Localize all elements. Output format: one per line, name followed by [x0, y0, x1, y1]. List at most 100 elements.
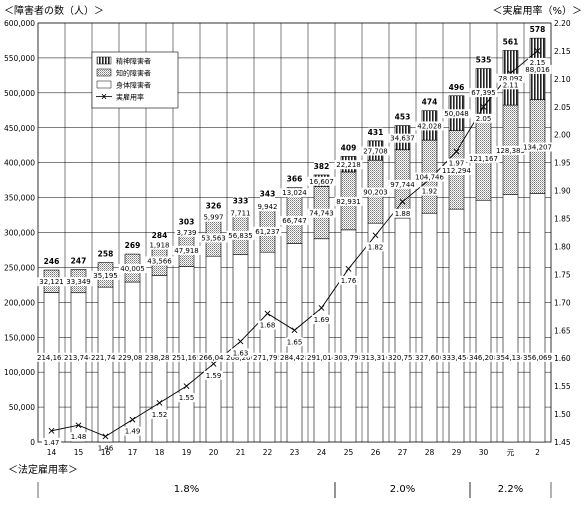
- chiteki-label-bg: [521, 142, 554, 152]
- rate-label: 1.76: [341, 277, 357, 285]
- total-label-bg: [341, 143, 356, 153]
- total-label: 561: [503, 38, 519, 47]
- total-label-bg: [98, 249, 113, 259]
- rate-marker: [210, 360, 217, 367]
- legend-swatch: [96, 56, 112, 65]
- shintai-label-bg: [440, 352, 473, 362]
- rate-label: 1.59: [206, 372, 222, 380]
- y-left-tick: 150,000: [4, 333, 35, 342]
- rate-label: 1.63: [233, 349, 249, 357]
- rate-label: 1.92: [422, 187, 438, 195]
- seishin-label: 9,942: [257, 203, 277, 211]
- chiteki-label: 47,918: [174, 247, 199, 255]
- shintai-label: 333,454: [442, 354, 471, 362]
- shintai-label: 346,208: [469, 354, 498, 362]
- y-right-tick: 1.65: [554, 326, 571, 335]
- statutory-label: 1.8%: [174, 484, 199, 495]
- rate-label: 1.55: [179, 394, 195, 402]
- rate-label: 1.97: [449, 159, 465, 167]
- chiteki-label-bg: [334, 196, 363, 206]
- chiteki-label: 53,563: [201, 235, 226, 243]
- total-label-bg: [44, 257, 59, 267]
- shintai-label-bg: [278, 352, 311, 362]
- shintai-label: 238,287: [145, 354, 174, 362]
- x-tick: 21: [236, 448, 246, 457]
- seishin-label-bg: [201, 212, 226, 222]
- total-label-bg: [125, 241, 140, 251]
- seishin-label-bg: [334, 160, 363, 170]
- chiteki-label: 56,835: [228, 232, 253, 240]
- total-label-bg: [422, 97, 437, 107]
- y-right-tick: 1.60: [554, 354, 571, 363]
- rate-label-bg: [95, 443, 116, 453]
- shintai-label-bg: [305, 352, 338, 362]
- seishin-label: 88,016: [525, 66, 550, 74]
- rate-label-bg: [122, 426, 143, 436]
- bar-shintai: [448, 208, 465, 443]
- x-tick: 18: [155, 448, 165, 457]
- left-axis-title: ＜障害者の数（人）＞: [4, 4, 104, 17]
- chiteki-label: 35,195: [93, 272, 118, 280]
- x-tick: 26: [371, 448, 381, 457]
- chiteki-label: 104,746: [415, 174, 444, 182]
- total-label-bg: [314, 161, 329, 171]
- seishin-label: 5,997: [203, 214, 223, 222]
- y-right-tick: 1.50: [554, 410, 571, 419]
- total-label: 474: [422, 98, 438, 107]
- chiteki-label-bg: [37, 277, 66, 287]
- shintai-label: 213,744: [64, 354, 93, 362]
- chiteki-label: 134,207: [523, 143, 552, 151]
- total-label: 343: [260, 189, 276, 198]
- seishin-label-bg: [442, 109, 471, 119]
- rate-marker: [183, 383, 190, 390]
- total-label: 326: [206, 202, 222, 211]
- rate-marker: [453, 148, 460, 155]
- rate-marker: [156, 399, 163, 406]
- chiteki-label-bg: [467, 153, 500, 163]
- rate-label-bg: [230, 348, 251, 358]
- shintai-label: 284,428: [280, 354, 309, 362]
- shintai-label: 221,741: [91, 354, 120, 362]
- bar-shintai: [367, 222, 384, 443]
- seishin-label-bg: [255, 201, 280, 211]
- bar-shintai: [43, 292, 60, 443]
- bar-shintai: [502, 194, 519, 443]
- shintai-label-bg: [413, 352, 446, 362]
- legend-swatch: [96, 80, 112, 89]
- x-tick: 27: [398, 448, 408, 457]
- total-label: 382: [314, 162, 330, 171]
- y-right-tick: 1.55: [554, 382, 571, 391]
- total-label-bg: [530, 25, 545, 35]
- rate-marker: [264, 310, 271, 317]
- y-right-tick: 2.05: [554, 103, 571, 112]
- bar-shintai: [259, 251, 276, 443]
- seishin-label-bg: [496, 73, 525, 83]
- shintai-label: 229,081: [118, 354, 147, 362]
- bar-shintai: [394, 217, 411, 443]
- seishin-label-bg: [280, 188, 309, 198]
- rate-marker: [237, 338, 244, 345]
- y-left-tick: 200,000: [4, 298, 35, 307]
- shintai-label-bg: [251, 352, 284, 362]
- statutory-label: 2.2%: [498, 484, 523, 495]
- chiteki-label: 66,747: [282, 217, 307, 225]
- total-label: 284: [152, 231, 168, 240]
- rate-label-bg: [41, 437, 62, 447]
- shintai-label: 327,600: [415, 354, 444, 362]
- chiteki-label-bg: [440, 165, 473, 175]
- bar-shintai: [529, 193, 546, 443]
- chiteki-label: 33,349: [66, 278, 91, 286]
- shintai-label-bg: [494, 352, 527, 362]
- x-tick: 元: [507, 448, 515, 457]
- rate-label-bg: [68, 432, 89, 442]
- chiteki-label-bg: [145, 256, 174, 266]
- shintai-label: 303,798: [334, 354, 363, 362]
- total-label-bg: [179, 217, 194, 227]
- bar-shintai: [97, 286, 114, 443]
- chiteki-label-bg: [118, 264, 147, 274]
- rate-marker: [534, 48, 541, 54]
- total-label-bg: [503, 37, 518, 47]
- total-label-bg: [260, 189, 275, 199]
- rate-label-bg: [338, 275, 359, 285]
